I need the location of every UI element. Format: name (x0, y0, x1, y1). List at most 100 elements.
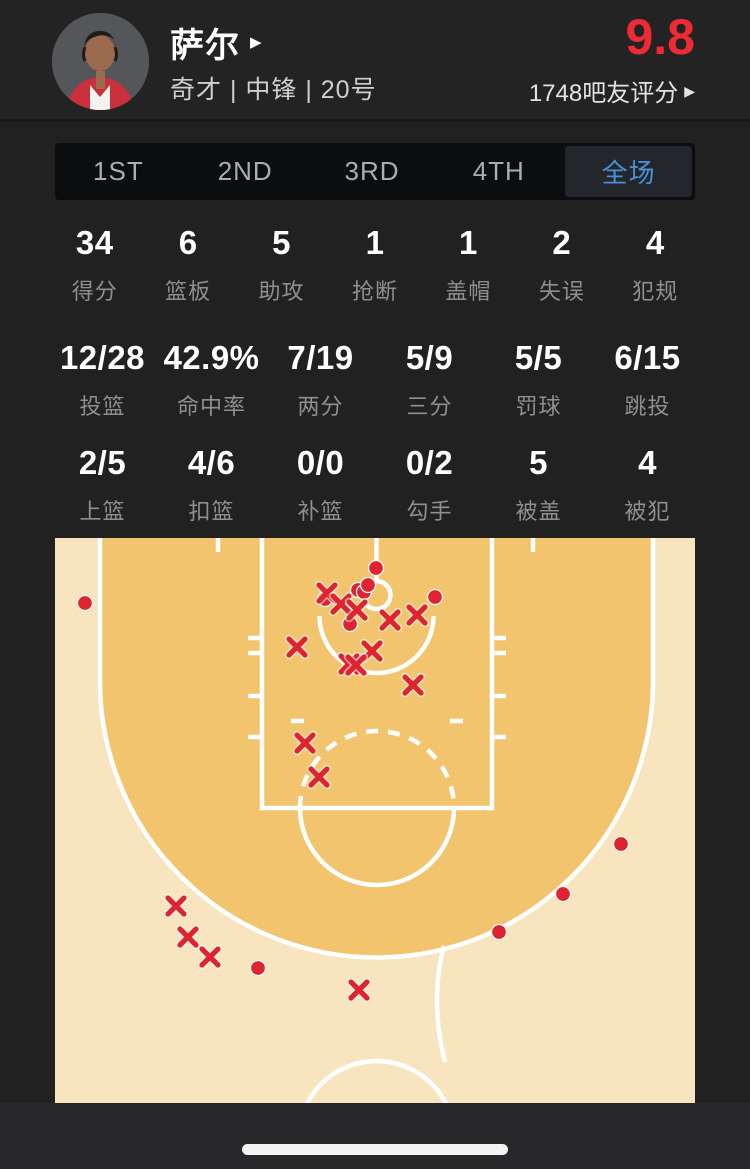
stat-cell: 12/28 投篮 (48, 339, 157, 421)
stat-label: 助攻 (258, 279, 305, 304)
stat-cell: 7/19 两分 (266, 339, 375, 421)
stat-label: 上篮 (79, 499, 126, 524)
stat-value: 5 (272, 224, 291, 261)
stat-value: 5/5 (514, 339, 563, 376)
stats-row-2: 12/28 投篮 42.9% 命中率 7/19 两分 5/9 三分 5/5 罚球 6/15 跳投 (48, 339, 702, 421)
stat-label: 补篮 (297, 499, 344, 524)
stat-value: 2/5 (78, 444, 127, 481)
player-name: 萨尔 (170, 27, 240, 65)
shot-make-marker (359, 576, 377, 594)
shot-miss-marker (406, 604, 428, 626)
stat-cell: 2 失误 (515, 224, 608, 306)
shot-miss-marker (199, 946, 221, 968)
stat-value: 12/28 (59, 339, 146, 376)
stat-cell: 1 抢断 (328, 224, 421, 306)
stat-label: 三分 (406, 394, 453, 419)
stat-value: 0/2 (405, 444, 454, 481)
shot-miss-marker (346, 599, 368, 621)
stat-value: 1 (458, 224, 478, 261)
stat-label: 犯规 (632, 279, 679, 304)
stats-row-3: 2/5 上篮 4/6 扣篮 0/0 补篮 0/2 勾手 5 被盖 4 被犯 (48, 444, 702, 526)
rating-value: 9.8 (625, 9, 695, 65)
shot-miss-marker (402, 674, 424, 696)
shot-miss-marker (348, 979, 370, 1001)
section-divider (0, 119, 750, 122)
chevron-right-icon: ▶ (250, 34, 262, 51)
stat-value: 4 (645, 224, 665, 261)
stat-label: 被盖 (515, 499, 562, 524)
shot-make-marker (249, 959, 267, 977)
rating-subtitle[interactable]: 1748吧友评分 ▶ (529, 73, 695, 108)
shot-chart (55, 531, 695, 1169)
stat-value: 0/0 (296, 444, 345, 481)
stat-label: 罚球 (515, 394, 562, 419)
stat-cell: 0/0 补篮 (266, 444, 375, 526)
stat-value: 5 (529, 444, 548, 481)
stats-row-1: 34 得分 6 篮板 5 助攻 1 抢断 1 盖帽 2 失误 4 犯规 (48, 224, 702, 306)
court-arc-fragment (434, 945, 448, 1063)
rating-count-label: 1748吧友评分 (528, 80, 679, 107)
stat-value: 5/9 (405, 339, 454, 376)
stat-cell: 6/15 跳投 (593, 339, 702, 421)
stat-cell: 42.9% 命中率 (157, 339, 266, 421)
stat-cell: 0/2 勾手 (375, 444, 484, 526)
shot-markers (76, 559, 630, 1003)
stat-value: 4/6 (187, 444, 236, 481)
shot-miss-marker (294, 732, 316, 754)
tab-3rd[interactable]: 3RD (344, 156, 400, 186)
player-meta: 奇才 | 中锋 | 20号 (170, 76, 377, 104)
stat-cell: 5/5 罚球 (484, 339, 593, 421)
stat-value: 2 (552, 224, 572, 261)
stat-label: 跳投 (624, 394, 671, 419)
stat-label: 勾手 (406, 499, 453, 524)
tab-1st[interactable]: 1ST (93, 156, 144, 186)
player-name-row[interactable]: 萨尔 ▶ (170, 18, 262, 67)
stat-label: 得分 (71, 279, 118, 304)
player-header: 萨尔 ▶ 奇才 | 中锋 | 20号 9.8 1748吧友评分 ▶ (0, 0, 750, 120)
player-avatar[interactable] (52, 13, 149, 110)
shot-miss-marker (330, 593, 352, 615)
stat-cell: 5 助攻 (235, 224, 328, 306)
stat-label: 抢断 (351, 279, 398, 304)
player-avatar-image (52, 13, 149, 110)
shot-make-marker (76, 594, 94, 612)
chevron-right-icon: ▶ (684, 82, 695, 99)
stat-value: 42.9% (163, 339, 260, 376)
stat-label: 命中率 (176, 394, 246, 419)
stat-value: 6 (178, 224, 198, 261)
stat-value: 7/19 (287, 339, 354, 376)
tab-2nd[interactable]: 2ND (217, 156, 273, 186)
stat-label: 两分 (297, 394, 344, 419)
stat-value: 34 (75, 224, 114, 261)
shot-make-marker (490, 923, 508, 941)
restricted-area-arc (317, 615, 436, 676)
shot-miss-marker (308, 766, 330, 788)
stat-cell: 34 得分 (48, 224, 141, 306)
free-throw-circle-solid (297, 807, 457, 888)
home-indicator[interactable] (242, 1144, 508, 1155)
rating-block[interactable]: 9.8 1748吧友评分 ▶ (529, 10, 695, 108)
shot-miss-marker (165, 895, 187, 917)
stat-value: 4 (638, 444, 657, 481)
tab-4th[interactable]: 4TH (472, 156, 525, 186)
quarter-tab-bar: 1ST 2ND 3RD 4TH 全场 (55, 143, 695, 200)
stat-label: 盖帽 (445, 279, 492, 304)
court-floor-inside-3pt (100, 538, 653, 958)
stat-value: 6/15 (614, 339, 681, 376)
tab-全场[interactable]: 全场 (565, 146, 692, 197)
stat-label: 投篮 (79, 394, 126, 419)
stat-label: 失误 (538, 279, 585, 304)
shot-make-marker (367, 559, 385, 577)
shot-miss-marker (286, 636, 308, 658)
stat-cell: 5 被盖 (484, 444, 593, 526)
shot-miss-marker (177, 926, 199, 948)
stat-cell: 4 犯规 (609, 224, 702, 306)
bottom-bar (0, 1103, 750, 1169)
stat-cell: 4 被犯 (593, 444, 702, 526)
stat-label: 篮板 (165, 279, 212, 304)
shot-miss-marker (345, 654, 367, 676)
shot-make-marker (554, 885, 572, 903)
free-throw-circle-dashed (297, 728, 457, 809)
shot-miss-marker (379, 609, 401, 631)
